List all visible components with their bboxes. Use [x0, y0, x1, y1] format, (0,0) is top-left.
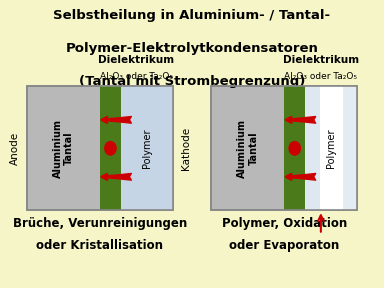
Text: (Tantal mit Strombegrenzung): (Tantal mit Strombegrenzung): [79, 75, 305, 88]
Text: Al₂O₃ oder Ta₂O₅: Al₂O₃ oder Ta₂O₅: [100, 72, 173, 81]
Bar: [284, 86, 305, 210]
Bar: [305, 86, 357, 210]
Text: Polymer: Polymer: [142, 128, 152, 168]
Text: Aluminium
Tantal: Aluminium Tantal: [53, 119, 74, 178]
Bar: [27, 86, 173, 210]
Text: Dielektrikum: Dielektrikum: [283, 55, 359, 65]
Text: Anode: Anode: [10, 132, 20, 165]
Bar: [305, 86, 320, 210]
Text: Polymer, Oxidation: Polymer, Oxidation: [222, 217, 347, 230]
Bar: [343, 86, 357, 210]
Text: Polymer: Polymer: [326, 128, 336, 168]
Text: Aluminium
Tantal: Aluminium Tantal: [237, 119, 258, 178]
Text: Brüche, Verunreinigungen: Brüche, Verunreinigungen: [13, 217, 187, 230]
Text: Polymer-Elektrolytkondensatoren: Polymer-Elektrolytkondensatoren: [66, 42, 318, 55]
Text: Dielektrikum: Dielektrikum: [98, 55, 174, 65]
Ellipse shape: [104, 141, 117, 156]
Bar: [100, 86, 121, 210]
Bar: [121, 86, 173, 210]
Text: Kathode: Kathode: [181, 127, 191, 170]
Bar: [211, 86, 357, 210]
Text: oder Kristallisation: oder Kristallisation: [36, 239, 163, 252]
Text: Al₂O₃ oder Ta₂O₅: Al₂O₃ oder Ta₂O₅: [284, 72, 357, 81]
Text: oder Evaporaton: oder Evaporaton: [229, 239, 339, 252]
Bar: [27, 86, 173, 210]
Text: Selbstheilung in Aluminium- / Tantal-: Selbstheilung in Aluminium- / Tantal-: [53, 9, 331, 22]
Ellipse shape: [288, 141, 301, 156]
Bar: [211, 86, 357, 210]
